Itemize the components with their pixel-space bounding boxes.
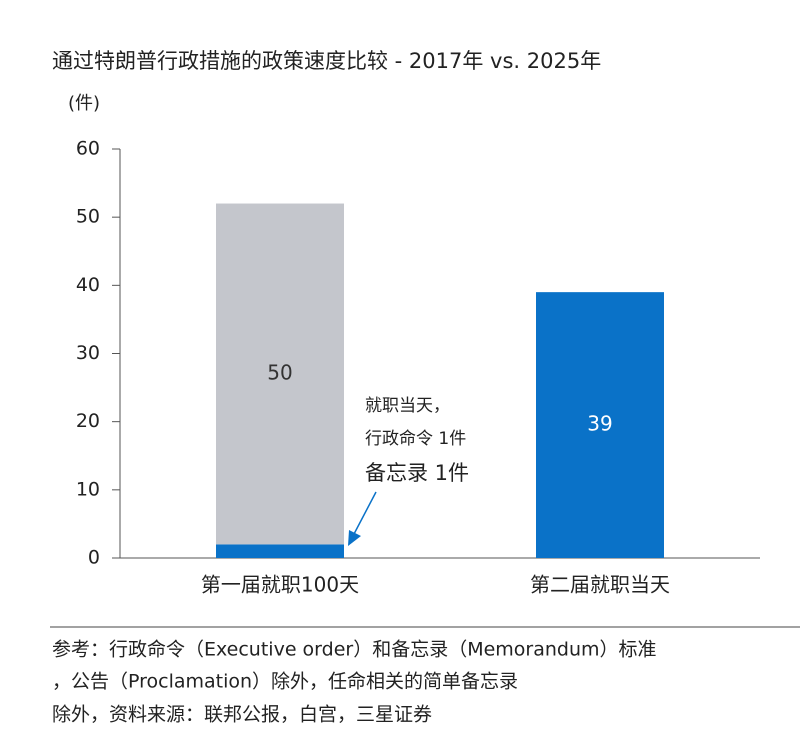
x-tick-label: 第二届就职当天 bbox=[530, 573, 670, 597]
y-tick-label: 50 bbox=[76, 206, 100, 228]
y-tick-label: 60 bbox=[76, 138, 100, 160]
y-tick-label: 40 bbox=[76, 274, 100, 296]
arrow-line bbox=[353, 491, 377, 535]
x-tick-label: 第一届就职100天 bbox=[201, 573, 359, 597]
data-label: 39 bbox=[587, 412, 612, 436]
data-label: 50 bbox=[267, 360, 292, 384]
arrow-head bbox=[348, 530, 361, 546]
annotation: 行政命令 1件 bbox=[365, 429, 466, 449]
footnote: ，公告（Proclamation）除外，任命相关的简单备忘录 bbox=[52, 671, 518, 693]
annotation: 备忘录 1件 bbox=[365, 461, 469, 485]
y-tick-label: 20 bbox=[76, 410, 100, 432]
annotation: 就职当天， bbox=[365, 396, 450, 416]
y-axis-label: (件) bbox=[68, 93, 100, 114]
y-tick-label: 30 bbox=[76, 342, 100, 364]
chart-title: 通过特朗普行政措施的政策速度比较 - 2017年 vs. 2025年 bbox=[52, 49, 601, 73]
footnote: 参考：行政命令（Executive order）和备忘录（Memorandum）… bbox=[52, 639, 657, 661]
bar-segment bbox=[536, 292, 664, 558]
footnote: 除外，资料来源：联邦公报，白宫，三星证券 bbox=[52, 704, 432, 726]
bar-segment bbox=[216, 544, 344, 558]
y-tick-label: 10 bbox=[76, 478, 100, 500]
y-tick-label: 0 bbox=[88, 547, 100, 569]
bar-segment bbox=[216, 203, 344, 545]
